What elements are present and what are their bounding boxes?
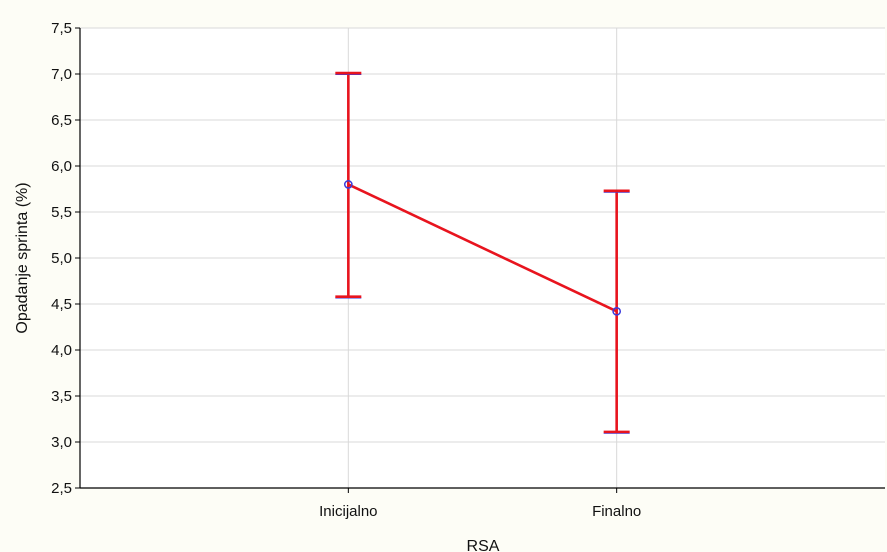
y-tick-label: 3,0 <box>51 434 72 451</box>
y-tick-label: 7,0 <box>51 66 72 83</box>
y-tick-label: 5,5 <box>51 204 72 221</box>
y-axis-title: Opadanje sprinta (%) <box>14 182 31 333</box>
x-tick-label: Finalno <box>592 503 641 520</box>
y-tick-label: 7,5 <box>51 20 72 37</box>
grid <box>80 27 885 489</box>
y-axis-ticks: 2,5 3,0 3,5 4,0 4,5 5,0 5,5 6,0 6,5 7,0 7,5 <box>51 20 80 497</box>
series-line <box>347 183 618 313</box>
series-markers <box>343 180 622 316</box>
y-tick-label: 3,5 <box>51 388 72 405</box>
x-axis-title: RSA <box>467 538 500 552</box>
series-line-path <box>347 183 618 313</box>
y-tick-label: 4,5 <box>51 296 72 313</box>
y-tick-label: 6,5 <box>51 112 72 129</box>
y-tick-label: 2,5 <box>51 480 72 497</box>
y-tick-label: 4,0 <box>51 342 72 359</box>
x-axis-ticks: Inicijalno Finalno <box>319 488 641 520</box>
y-tick-label: 6,0 <box>51 158 72 175</box>
x-tick-label: Inicijalno <box>319 503 377 520</box>
data-point-marker <box>343 180 353 189</box>
y-tick-label: 5,0 <box>51 250 72 267</box>
data-point-marker <box>612 307 622 316</box>
